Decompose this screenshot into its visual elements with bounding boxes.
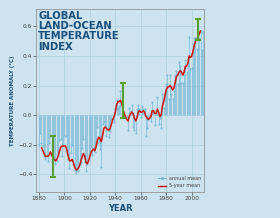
X-axis label: YEAR: YEAR bbox=[108, 204, 133, 213]
Legend: annual mean, 5-year mean: annual mean, 5-year mean bbox=[157, 175, 202, 189]
Text: GLOBAL
LAND-OCEAN
TEMPERATURE
INDEX: GLOBAL LAND-OCEAN TEMPERATURE INDEX bbox=[38, 10, 120, 52]
Y-axis label: TEMPERATURE ANOMALY (°C): TEMPERATURE ANOMALY (°C) bbox=[10, 55, 15, 146]
